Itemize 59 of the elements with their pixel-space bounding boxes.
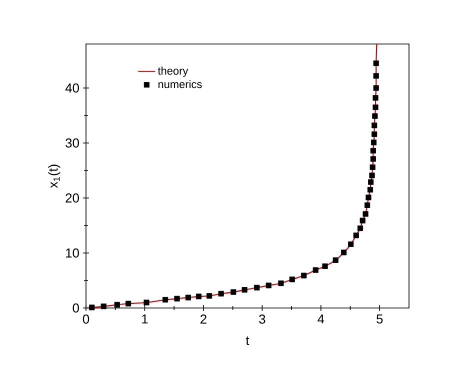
point [278, 280, 284, 286]
point [230, 289, 236, 295]
y-tick-label: 0 [72, 303, 79, 313]
point [174, 296, 180, 302]
point [369, 172, 375, 178]
y-tick-label: 20 [66, 193, 79, 203]
legend-label: numerics [158, 80, 202, 88]
point [89, 304, 95, 310]
point [370, 156, 376, 162]
point [185, 294, 191, 300]
point [362, 211, 368, 217]
point [368, 179, 374, 185]
point [196, 294, 202, 300]
x-axis-title: t [246, 336, 250, 345]
point [206, 293, 212, 299]
point [370, 164, 376, 170]
point [373, 60, 379, 66]
point [372, 95, 378, 101]
x-tick-label: 2 [200, 314, 206, 324]
point [289, 276, 295, 282]
point [372, 113, 378, 119]
x-tick-label: 4 [318, 314, 324, 324]
x-tick-label: 5 [376, 314, 383, 324]
x-tick-label: 1 [142, 314, 148, 324]
point [372, 122, 378, 128]
point [114, 302, 120, 308]
legend-label: theory [158, 66, 188, 77]
point [366, 194, 372, 200]
point [301, 272, 307, 278]
point [372, 104, 378, 110]
point [353, 232, 359, 238]
point [218, 290, 224, 296]
point [332, 257, 338, 263]
point [348, 241, 354, 247]
point [100, 304, 106, 310]
point [370, 148, 376, 154]
point [125, 300, 132, 306]
y-axis-title: x$_{1}$(t) [48, 164, 60, 188]
point [373, 85, 379, 91]
point [341, 250, 347, 256]
point [322, 263, 328, 269]
point [367, 186, 374, 193]
point [370, 140, 377, 146]
point [254, 284, 260, 290]
point [357, 225, 364, 232]
y-tick-label: 10 [66, 248, 79, 258]
point [266, 282, 272, 288]
x-tick-label: 3 [259, 314, 266, 324]
point [360, 218, 366, 224]
point [364, 202, 370, 208]
x-tick-label: 0 [82, 314, 90, 324]
point [144, 300, 150, 306]
y-tick-label: 40 [65, 83, 79, 93]
point [373, 73, 379, 79]
point [372, 131, 378, 137]
point [162, 296, 168, 303]
point [312, 267, 318, 273]
point [242, 287, 248, 293]
y-tick-label: 30 [66, 138, 79, 148]
